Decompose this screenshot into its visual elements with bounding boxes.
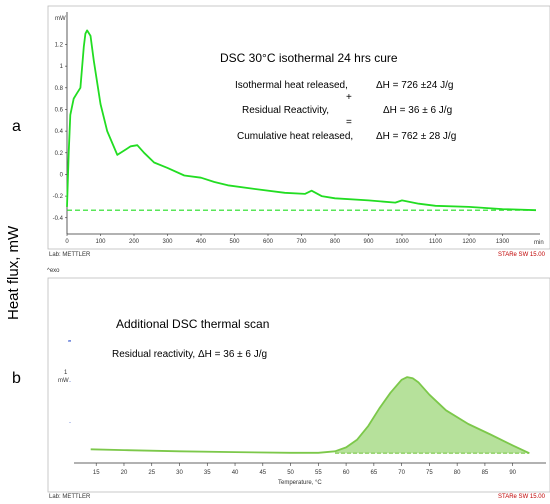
annotation-isothermal-value: ΔH = 726 ±24 J/g [376, 80, 454, 91]
panel-a-y-tick-label: 0.6 [55, 107, 64, 113]
panel-a-x-tick-label: 1200 [462, 239, 476, 245]
panel-a-x-tick-label: 800 [330, 239, 341, 245]
panel-a-x-tick-label: 700 [296, 239, 307, 245]
panel-b-x-tick-label: 20 [121, 470, 128, 476]
panel-b-x-tick-label: 70 [398, 470, 405, 476]
annotation-equals: = [346, 117, 352, 128]
panel-b-lab-label: Lab: METTLER [49, 494, 91, 500]
panel-a-x-tick-label: 0 [65, 239, 69, 245]
panel-a-y-tick-label: 0.8 [55, 86, 64, 92]
panel-b-x-tick-label: 65 [371, 470, 378, 476]
panel-b-x-label: Temperature, °C [278, 480, 322, 486]
panel-a-x-tick-label: 400 [196, 239, 207, 245]
panel-a-x-tick-label: 200 [129, 239, 140, 245]
panel-b-x-tick-label: 80 [454, 470, 461, 476]
panel-b-x-tick-label: 85 [482, 470, 489, 476]
panel-a-heat-flow-curve [66, 29, 537, 212]
panel-a-label: a [12, 118, 21, 135]
panel-a-y-tick-label: 0 [60, 172, 64, 178]
panel-a-y-tick-label: 0.4 [55, 129, 64, 135]
panel-b-series [90, 376, 530, 455]
panel-b-x-tick-label: 15 [93, 470, 100, 476]
panel-a-series [66, 29, 537, 212]
annotation-residual-value: ΔH = 36 ± 6 J/g [383, 105, 452, 116]
panel-b-x-tick-label: 45 [259, 470, 266, 476]
panel-b-x-tick-label: 40 [232, 470, 239, 476]
panel-a-x-tick-label: 1000 [395, 239, 409, 245]
panel-a-software-label: STARe SW 15.00 [498, 252, 546, 258]
panel-a-y-tick-label: -0.4 [53, 216, 64, 222]
panel-a-x-tick-label: 1100 [429, 239, 443, 245]
panel-b-x-tick-label: 25 [148, 470, 155, 476]
annotation-isothermal-label: Isothermal heat released, [235, 80, 348, 91]
panel-b-y-unit: mW [58, 378, 69, 384]
panel-a-x-ticks: 0 100 200 300 400 500 600 700 800 900 1000 1100 1200… [65, 234, 510, 245]
panel-a-lab-label: Lab: METTLER [49, 252, 91, 258]
panel-b-x-tick-label: 90 [509, 470, 516, 476]
panel-b-frame [47, 277, 550, 493]
panel-a-frame [47, 5, 550, 250]
panel-b-peak-area [335, 377, 530, 454]
panel-b-label: b [12, 370, 21, 387]
panel-b-scale-value: 1 [64, 370, 68, 376]
panel-b-software-label: STARe SW 15.00 [498, 494, 546, 500]
annotation-residual-label: Residual Reactivity, [242, 105, 329, 116]
panel-b: 1 mW 15 20 25 30 35 40 45 50 55 60 65 70 75 80 85 90 Te… [47, 277, 550, 500]
panel-a-y-unit: mW [55, 16, 66, 22]
panel-a-x-tick-label: 900 [363, 239, 374, 245]
exo-label: ^exo [47, 268, 60, 274]
panel-a-title: DSC 30°C isothermal 24 hrs cure [220, 51, 398, 65]
panel-a-x-tick-label: 1300 [496, 239, 510, 245]
panel-b-x-tick-label: 60 [343, 470, 350, 476]
panel-a-y-tick-label: 1.2 [55, 42, 64, 48]
panel-a-x-tick-label: 600 [263, 239, 274, 245]
panel-a-x-tick-label: 300 [162, 239, 173, 245]
panel-b-x-tick-label: 50 [287, 470, 294, 476]
annotation-plus: + [346, 92, 352, 103]
panel-b-x-tick-label: 30 [176, 470, 183, 476]
shared-y-axis-label: Heat flux, mW [5, 225, 22, 320]
panel-a-x-tick-label: 500 [229, 239, 240, 245]
annotation-cumulative-label: Cumulative heat released, [237, 131, 353, 142]
panel-a-y-tick-label: -0.2 [53, 194, 64, 200]
panel-a-x-unit: min [534, 240, 544, 246]
panel-a: mW min -0.4 -0.2 0 0.2 0.4 0.6 0.8 1 1.2 0 100 200… [47, 5, 550, 258]
panel-b-x-tick-label: 75 [426, 470, 433, 476]
panel-a-y-tick-label: 1 [60, 64, 64, 70]
panel-b-annotation: Residual reactivity, ΔH = 36 ± 6 J/g [112, 349, 267, 360]
panel-b-x-ticks: 15 20 25 30 35 40 45 50 55 60 65 70 75 80 85 90 [93, 463, 517, 476]
panel-a-y-tick-label: 0.2 [55, 151, 64, 157]
panel-b-x-tick-label: 35 [204, 470, 211, 476]
panel-a-x-tick-label: 100 [95, 239, 106, 245]
panel-b-x-tick-label: 55 [315, 470, 322, 476]
panel-a-y-ticks: -0.4 -0.2 0 0.2 0.4 0.6 0.8 1 1.2 [53, 42, 67, 222]
panel-b-heat-flow-curve [90, 376, 530, 455]
annotation-cumulative-value: ΔH = 762 ± 28 J/g [376, 131, 456, 142]
panel-b-title: Additional DSC thermal scan [116, 317, 269, 331]
